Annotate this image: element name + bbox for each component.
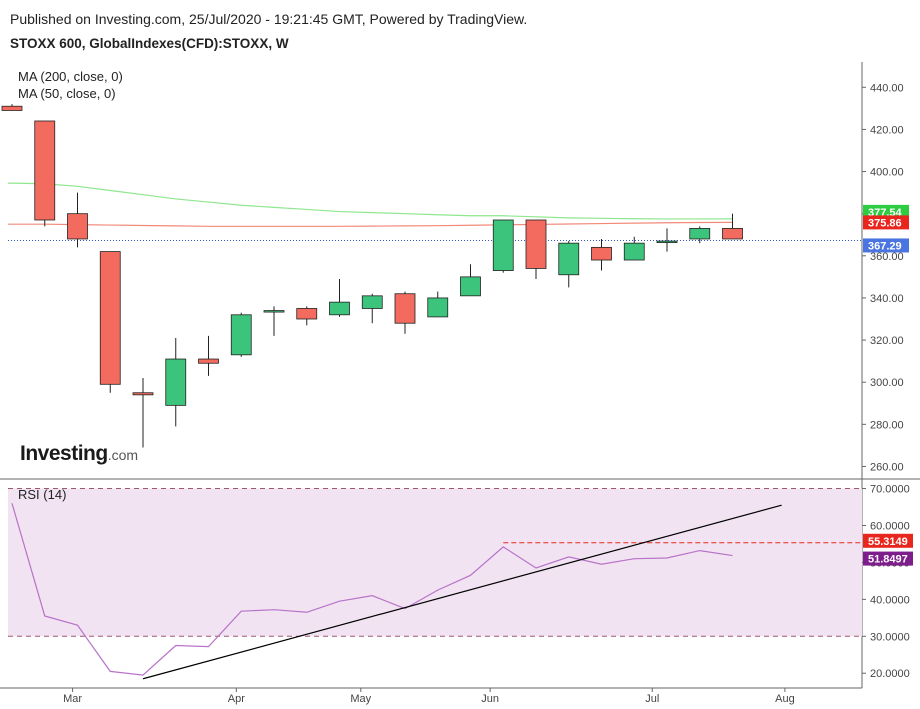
rsi-tick-label: 70.0000 [870,484,910,496]
ma200-line [8,182,733,220]
rsi-legend: RSI (14) [18,487,67,502]
rsi-trendline [142,504,782,680]
candle-body [525,219,547,269]
candle-body [99,251,121,385]
candle-body [165,358,187,406]
candle-body [591,246,612,261]
candle-body [689,228,711,240]
rsi-tag-label: 51.8497 [868,554,908,566]
price-tag-bg [863,204,909,219]
ma200-legend: MA (200, close, 0) [18,69,123,84]
price-tick-label: 300.00 [870,377,904,389]
price-tick-label: 420.00 [870,124,904,136]
price-tick-label: 440.00 [870,82,904,94]
candle-body [656,240,678,243]
logo-tld: .com [107,447,139,463]
time-tick-label: Mar [63,693,82,705]
price-tick-label: 400.00 [870,167,904,179]
candle-body [427,297,449,318]
candle-body [230,314,252,356]
candle-body [623,242,645,261]
candle-body [296,308,318,320]
candle-body [329,301,350,316]
candle-body [198,358,219,364]
rsi-tick-label: 20.0000 [870,668,910,680]
candle-body [722,228,743,240]
candle-body [1,105,23,111]
ma50-legend: MA (50, close, 0) [18,86,116,101]
rsi-tick-label: 40.0000 [870,594,910,606]
time-tick-label: May [350,693,371,705]
candle-body [34,120,56,221]
price-tick-label: 320.00 [870,335,904,347]
rsi-tag-bg [863,533,913,548]
price-tick-label: 340.00 [870,293,904,305]
symbol-title: STOXX 600, GlobalIndexes(CFD):STOXX, W [10,36,289,51]
time-tick-label: Jul [645,693,659,705]
candle-body [558,242,580,276]
rsi-tag-bg [863,551,913,566]
rsi-line [11,503,733,676]
price-tick-label: 360.00 [870,251,904,263]
published-caption: Published on Investing.com, 25/Jul/2020 … [10,11,528,27]
candle-body [460,276,481,297]
logo-main: Investing [20,442,108,465]
price-tag-bg [863,238,909,253]
time-tick-label: Apr [228,693,245,705]
time-tick-label: Jun [481,693,499,705]
candle-body [263,310,285,313]
price-tag-label: 367.29 [868,240,902,252]
price-tag-bg [863,215,909,230]
rsi-band [8,488,862,637]
rsi-tag-label: 55.3149 [868,536,908,548]
time-tick-label: Aug [775,693,795,705]
candle-body [67,213,88,240]
investing-logo: Investing.com [20,442,138,466]
candle-body [132,392,154,396]
rsi-tick-label: 30.0000 [870,631,910,643]
price-tag-label: 375.86 [868,217,902,229]
rsi-tick-label: 60.0000 [870,520,910,532]
candle-body [492,219,514,271]
ma50-line [8,221,733,227]
candle-body [394,293,416,324]
price-tick-label: 260.00 [870,461,904,473]
price-tick-label: 280.00 [870,419,904,431]
candle-body [361,295,383,309]
